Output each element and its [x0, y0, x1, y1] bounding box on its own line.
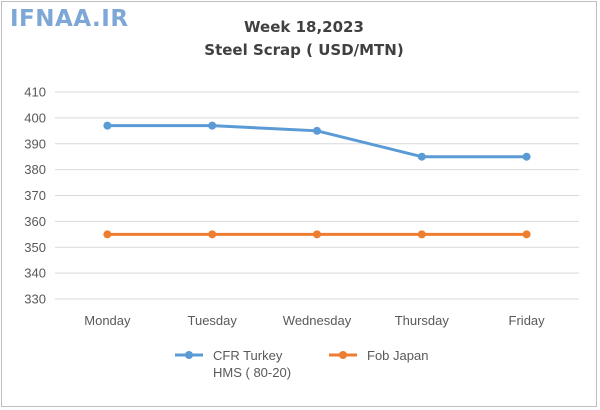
y-tick-label: 380 — [24, 162, 46, 177]
y-tick-label: 410 — [24, 85, 46, 100]
data-point-s0-0 — [103, 121, 112, 130]
legend-label-0-1: HMS ( 80-20) — [213, 365, 291, 380]
data-point-s1-4 — [522, 230, 531, 239]
chart-subtitle: Steel Scrap ( USD/MTN) — [204, 41, 404, 59]
legend-label-0-0: CFR Turkey — [213, 348, 283, 363]
x-axis-ticks: Monday Tuesday Wednesday Thursday Friday — [84, 313, 545, 328]
data-point-s0-3 — [417, 152, 426, 161]
y-axis-ticks: 330 340 350 360 370 380 390 400 410 — [24, 85, 46, 307]
y-tick-label: 390 — [24, 136, 46, 151]
gridlines — [55, 91, 579, 300]
x-tick-label-wednesday: Wednesday — [283, 313, 352, 328]
x-tick-label-tuesday: Tuesday — [188, 313, 238, 328]
y-tick-label: 330 — [24, 292, 46, 307]
legend-swatch-marker-1 — [339, 351, 347, 359]
data-point-s1-2 — [313, 230, 321, 239]
y-tick-label: 350 — [24, 240, 46, 255]
data-point-s1-0 — [103, 230, 112, 239]
chart-title: Week 18,2023 — [244, 18, 364, 36]
data-point-s0-1 — [208, 121, 217, 130]
chart-title-block: Week 18,2023 Steel Scrap ( USD/MTN) — [0, 16, 600, 62]
data-point-s1-3 — [417, 230, 426, 239]
x-tick-label-thursday: Thursday — [395, 313, 450, 328]
y-tick-label: 400 — [24, 110, 46, 125]
x-tick-label-friday: Friday — [509, 313, 546, 328]
y-tick-label: 340 — [24, 266, 46, 281]
legend-swatch-marker-0 — [185, 351, 193, 359]
series-layer — [103, 121, 531, 239]
data-point-s0-4 — [522, 152, 531, 161]
legend: CFR Turkey HMS ( 80-20) Fob Japan — [175, 348, 428, 380]
legend-label-1-0: Fob Japan — [367, 348, 428, 363]
watermark-logo: IFNAA.IR — [10, 6, 129, 32]
data-point-s0-2 — [313, 126, 321, 135]
data-point-s1-1 — [208, 230, 217, 239]
y-tick-label: 360 — [24, 214, 46, 229]
x-tick-label-monday: Monday — [84, 313, 131, 328]
y-tick-label: 370 — [24, 188, 46, 203]
